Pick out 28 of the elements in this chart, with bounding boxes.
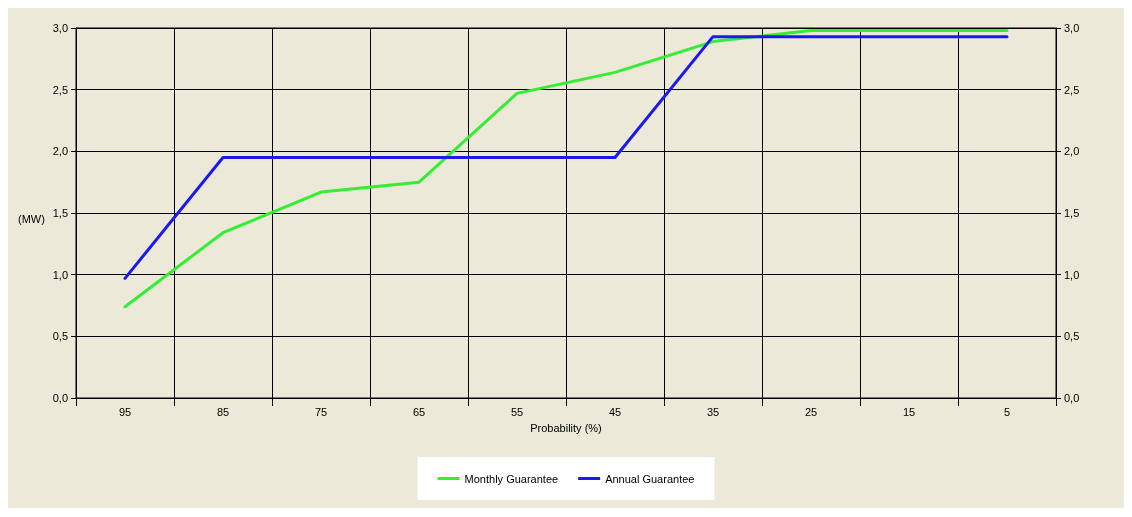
- x-tick-label: 35: [706, 405, 720, 418]
- y-tick-label: 3,0: [52, 22, 68, 34]
- x-tick-label: 85: [216, 405, 230, 418]
- x-tick-label: 55: [510, 405, 524, 418]
- legend-label: Annual Guarantee: [605, 472, 695, 485]
- y2-tick-label: 3,0: [1064, 22, 1080, 34]
- x-tick-label: 65: [412, 405, 426, 418]
- x-axis-title: Probability (%): [530, 421, 602, 434]
- x-tick-label: 75: [314, 405, 328, 418]
- y-tick-label: 0,0: [52, 392, 68, 404]
- y2-tick-label: 2,0: [1064, 145, 1080, 158]
- y-tick-label: 1,5: [52, 207, 68, 219]
- y2-tick-label: 2,5: [1064, 83, 1080, 96]
- y-tick-label: 2,0: [52, 145, 68, 158]
- y-tick-label: 1,0: [52, 268, 68, 281]
- legend-label: Monthly Guarantee: [464, 472, 559, 485]
- x-tick-label: 5: [1003, 405, 1011, 418]
- y-axis-title: (MW): [18, 212, 45, 225]
- x-tick-label: 25: [804, 405, 818, 418]
- y-tick-label: 2,5: [52, 83, 68, 96]
- y2-tick-label: 1,0: [1064, 268, 1080, 281]
- x-tick-label: 95: [118, 405, 132, 418]
- x-tick-label: 45: [608, 405, 622, 418]
- y2-tick-label: 0,0: [1064, 392, 1080, 404]
- y-tick-label: 0,5: [52, 330, 68, 343]
- x-tick-label: 15: [902, 405, 916, 418]
- y2-tick-label: 0,5: [1064, 330, 1080, 343]
- y2-tick-label: 1,5: [1064, 207, 1080, 219]
